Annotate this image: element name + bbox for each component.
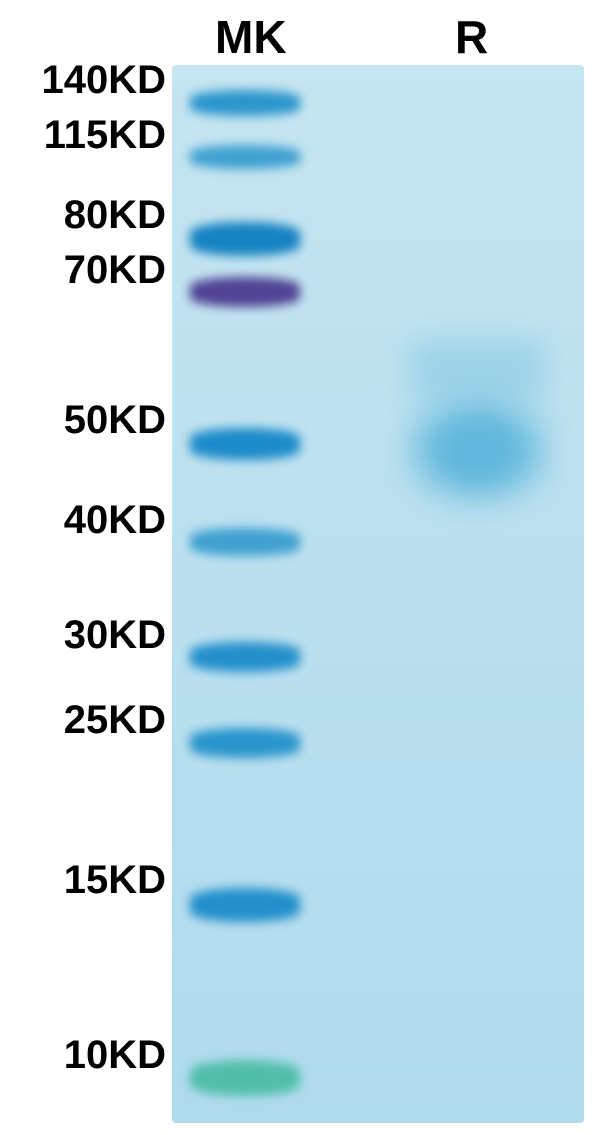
marker-label: 70KD xyxy=(64,248,166,293)
marker-band xyxy=(190,1060,300,1096)
marker-label: 140KD xyxy=(41,58,166,103)
marker-band xyxy=(190,428,300,460)
sample-band xyxy=(400,380,555,520)
marker-label: 25KD xyxy=(64,698,166,743)
marker-band xyxy=(190,888,300,922)
gel-figure: MK R 140KD 115KD 80KD 70KD 50KD 40KD 30KD 25KD 1… xyxy=(0,0,600,1135)
marker-band xyxy=(190,528,300,556)
lane-label-sample: R xyxy=(455,10,488,64)
marker-band xyxy=(190,642,300,672)
marker-band xyxy=(190,222,300,256)
marker-band xyxy=(190,145,300,169)
marker-band xyxy=(190,277,300,307)
marker-label: 10KD xyxy=(64,1033,166,1078)
marker-band xyxy=(190,728,300,758)
marker-label: 15KD xyxy=(64,858,166,903)
marker-label: 80KD xyxy=(64,193,166,238)
marker-label: 30KD xyxy=(64,613,166,658)
marker-label: 115KD xyxy=(44,113,166,158)
marker-band xyxy=(190,90,300,116)
lane-label-marker: MK xyxy=(215,10,287,64)
marker-label: 40KD xyxy=(64,498,166,543)
sample-band-smear xyxy=(410,340,545,400)
marker-label: 50KD xyxy=(64,398,166,443)
